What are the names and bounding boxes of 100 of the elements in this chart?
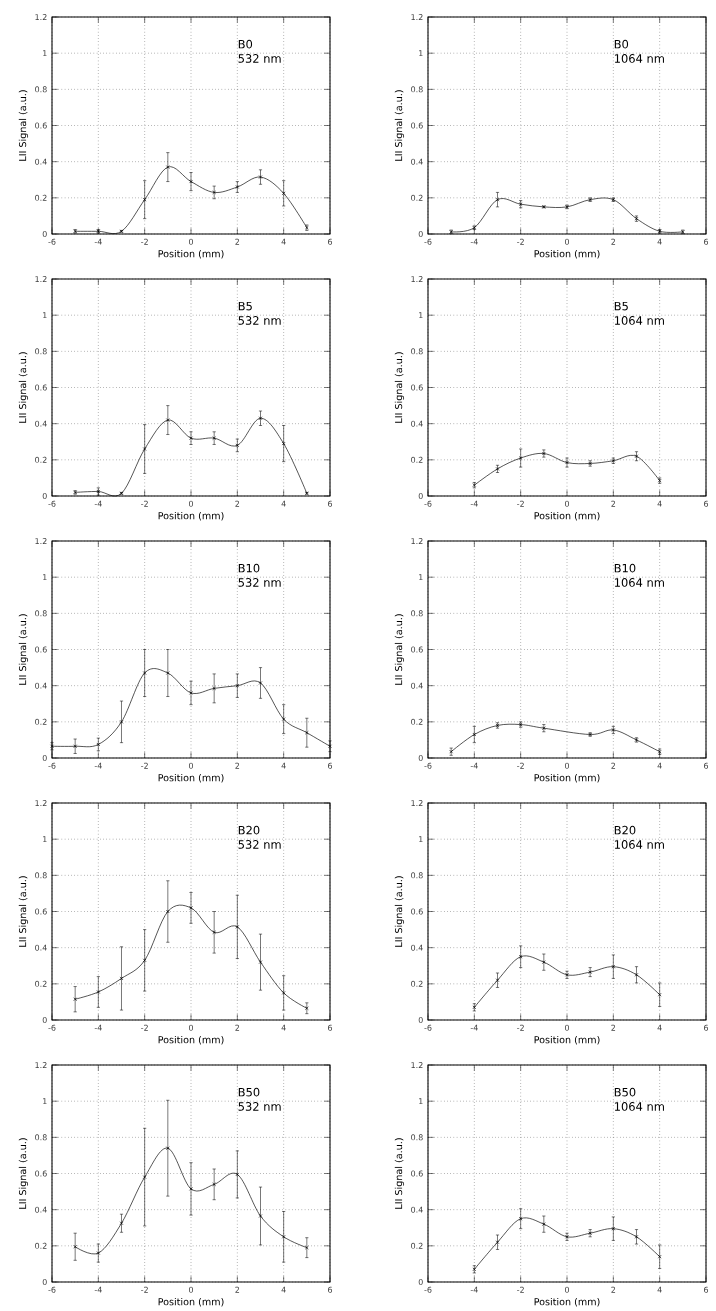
x-tick-label: 2	[611, 500, 616, 507]
x-tick-label: -6	[424, 1286, 432, 1293]
y-tick-label: 0.8	[411, 86, 423, 93]
x-tick-label: 0	[188, 500, 194, 507]
annotation: B0	[238, 39, 253, 49]
annotation: B0	[614, 39, 629, 49]
y-tick-label: 0	[418, 754, 423, 762]
y-tick-label: 1.2	[411, 538, 423, 544]
y-tick-label: 0.6	[35, 384, 47, 391]
y-tick-label: 1.2	[35, 14, 47, 20]
x-tick-label: 6	[328, 762, 333, 769]
y-axis-title: LII Signal (a.u.)	[18, 614, 29, 685]
point	[235, 185, 240, 189]
y-axis-title: LII Signal (a.u.)	[394, 90, 405, 161]
y-tick-label: 0.6	[35, 1170, 47, 1177]
y-tick-label: 0.8	[35, 1134, 47, 1141]
y-tick-label: 1	[419, 574, 423, 581]
y-tick-label: 0	[42, 492, 47, 500]
x-tick-label: -6	[48, 500, 56, 507]
y-tick-label: 0.4	[411, 420, 423, 427]
annotation: B20	[614, 825, 636, 835]
annotation: B50	[614, 1087, 636, 1097]
annotation: B10	[614, 563, 636, 573]
y-tick-label: 1.2	[411, 276, 423, 282]
annotation: 532 nm	[238, 1102, 281, 1111]
y-tick-label: 0	[418, 230, 423, 238]
x-tick-label: -2	[517, 500, 524, 507]
y-tick-label: 1	[43, 836, 47, 843]
annotation: 532 nm	[238, 54, 281, 63]
x-tick-label: 6	[328, 238, 333, 245]
x-tick-label: -2	[517, 1286, 524, 1293]
x-tick-label: -6	[48, 1024, 56, 1031]
x-tick-label: -4	[470, 500, 478, 507]
x-tick-label: -6	[424, 1024, 432, 1031]
y-axis-title: LII Signal (a.u.)	[394, 876, 405, 947]
x-tick-label: 4	[281, 238, 286, 245]
annotation: 1064 nm	[614, 1102, 664, 1111]
x-tick-label: 0	[564, 762, 570, 769]
x-tick-label: -6	[48, 762, 56, 769]
x-axis-title: Position (mm)	[534, 249, 600, 259]
x-tick-label: -4	[94, 1024, 102, 1031]
x-tick-label: -4	[94, 238, 102, 245]
annotation: 1064 nm	[614, 54, 664, 63]
y-tick-label: 1.2	[35, 538, 47, 544]
x-tick-label: 6	[704, 762, 709, 769]
x-axis-title: Position (mm)	[534, 773, 600, 783]
x-tick-label: -4	[94, 1286, 102, 1293]
y-tick-label: 0.8	[35, 872, 47, 879]
y-tick-label: 0.4	[411, 1206, 423, 1213]
x-tick-label: 0	[188, 1286, 194, 1293]
x-axis-title: Position (mm)	[534, 511, 600, 521]
x-tick-label: -6	[48, 238, 56, 245]
annotation: 1064 nm	[614, 316, 664, 325]
y-tick-label: 0	[42, 1016, 47, 1024]
y-axis-title: LII Signal (a.u.)	[394, 352, 405, 423]
x-tick-label: 0	[564, 238, 570, 245]
y-tick-label: 0.8	[35, 610, 47, 617]
x-tick-label: 4	[657, 1024, 662, 1031]
x-tick-label: -2	[517, 762, 524, 769]
y-tick-label: 0.6	[411, 122, 423, 129]
y-tick-label: 1	[43, 1098, 47, 1105]
y-tick-label: 0.6	[411, 646, 423, 653]
y-tick-label: 0.4	[411, 158, 423, 165]
x-tick-label: 2	[235, 1024, 240, 1031]
x-tick-label: -2	[517, 238, 524, 245]
x-tick-label: 4	[281, 1024, 286, 1031]
y-tick-label: 0.2	[411, 980, 423, 987]
point	[588, 970, 593, 974]
x-tick-label: 0	[188, 238, 194, 245]
y-tick-label: 0.8	[411, 872, 423, 879]
y-tick-label: 0.4	[411, 682, 423, 689]
y-tick-label: 0.6	[411, 908, 423, 915]
y-tick-label: 1.2	[35, 276, 47, 282]
y-tick-label: 1.2	[35, 1062, 47, 1068]
x-axis-title: Position (mm)	[158, 1035, 224, 1045]
y-tick-label: 1.2	[35, 800, 47, 806]
x-tick-label: 4	[281, 1286, 286, 1293]
y-tick-label: 0.4	[35, 682, 47, 689]
x-tick-label: 6	[328, 500, 333, 507]
y-axis-title: LII Signal (a.u.)	[394, 1138, 405, 1209]
x-tick-label: 4	[281, 500, 286, 507]
x-tick-label: 4	[657, 1286, 662, 1293]
x-tick-label: 2	[611, 238, 616, 245]
x-tick-label: 2	[611, 1286, 616, 1293]
annotation: 1064 nm	[614, 578, 664, 587]
y-tick-label: 1	[419, 1098, 423, 1105]
annotation: B5	[614, 301, 628, 311]
x-tick-label: -2	[141, 762, 148, 769]
y-tick-label: 1	[419, 50, 423, 57]
x-tick-label: 6	[704, 238, 709, 245]
y-tick-label: 0.2	[411, 194, 423, 201]
x-axis-title: Position (mm)	[158, 511, 224, 521]
y-tick-label: 0	[42, 230, 47, 238]
x-tick-label: -6	[424, 238, 432, 245]
y-tick-label: 0.2	[35, 456, 47, 463]
annotation: B20	[238, 825, 260, 835]
x-tick-label: -6	[48, 1286, 56, 1293]
point	[565, 460, 569, 465]
x-tick-label: -2	[141, 238, 148, 245]
y-axis-title: LII Signal (a.u.)	[18, 352, 29, 423]
